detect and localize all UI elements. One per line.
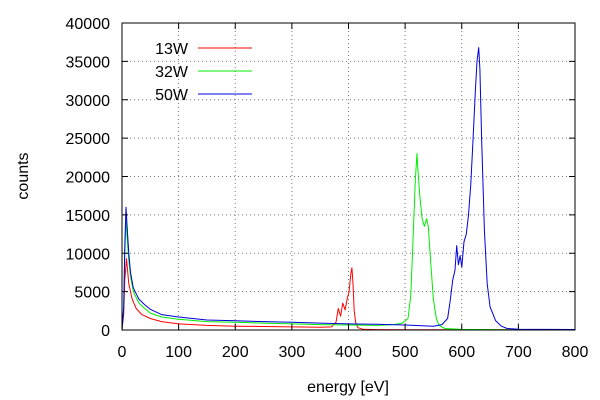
tick-layer bbox=[121, 22, 576, 331]
x-tick-label: 600 bbox=[448, 344, 475, 361]
label-layer: 0 100 200 300 400 500 600 700 800 0 5000 10000 15000… bbox=[66, 16, 589, 361]
x-tick-label: 0 bbox=[118, 344, 127, 361]
legend-label-13W: 13W bbox=[155, 41, 189, 58]
y-tick-label: 30000 bbox=[66, 93, 111, 110]
x-axis-title: energy [eV] bbox=[307, 379, 389, 396]
x-tick-label: 500 bbox=[392, 344, 419, 361]
series-line-13W bbox=[121, 258, 576, 331]
x-tick-label: 800 bbox=[562, 344, 589, 361]
x-tick-label: 100 bbox=[165, 344, 192, 361]
x-tick-label: 200 bbox=[222, 344, 249, 361]
x-tick-label: 400 bbox=[335, 344, 362, 361]
y-tick-label: 25000 bbox=[66, 131, 111, 148]
y-tick-label: 40000 bbox=[66, 16, 111, 33]
x-tick-label: 700 bbox=[505, 344, 532, 361]
series-layer bbox=[121, 47, 576, 331]
grid-layer bbox=[122, 23, 575, 330]
x-tick-label: 300 bbox=[279, 344, 306, 361]
legend-label-50W: 50W bbox=[155, 87, 189, 104]
series-line-50W bbox=[121, 47, 576, 331]
y-tick-label: 0 bbox=[101, 323, 110, 340]
legend-label-32W: 32W bbox=[155, 64, 189, 81]
y-axis-title: counts bbox=[15, 152, 32, 199]
y-tick-label: 35000 bbox=[66, 54, 111, 71]
y-tick-label: 10000 bbox=[66, 246, 111, 263]
y-tick-label: 15000 bbox=[66, 208, 111, 225]
y-tick-label: 20000 bbox=[66, 170, 111, 187]
y-tick-label: 5000 bbox=[74, 285, 110, 302]
series-line-32W bbox=[121, 153, 575, 331]
legend: 13W 32W 50W bbox=[155, 41, 252, 104]
